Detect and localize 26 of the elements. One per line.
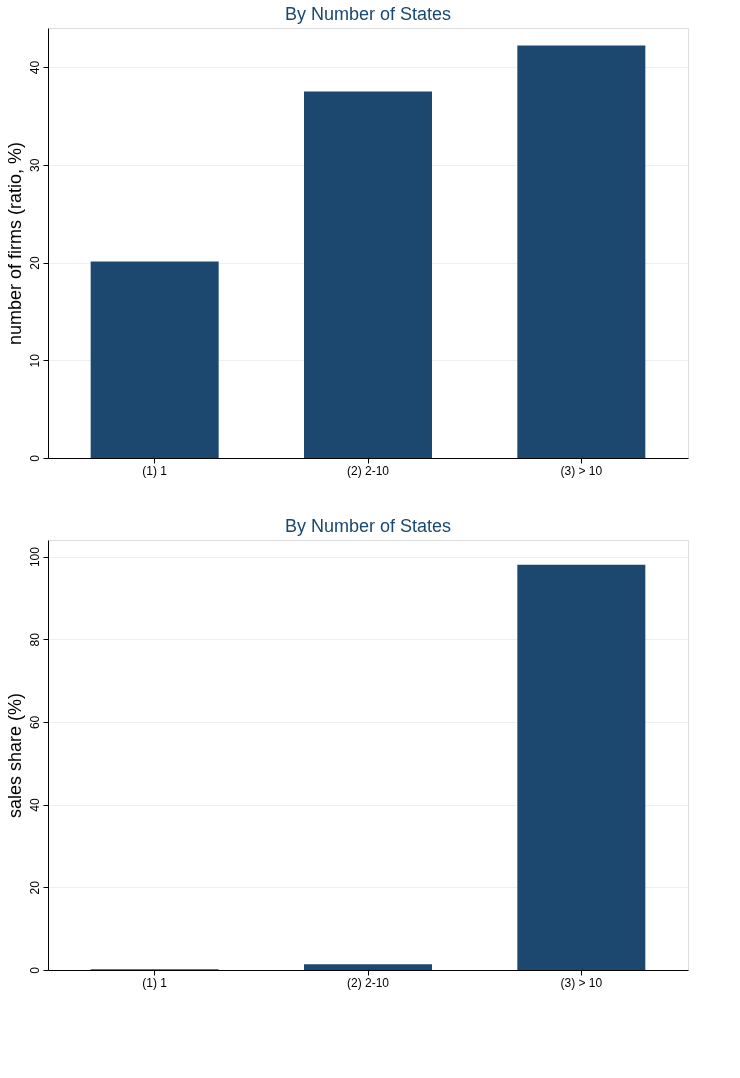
chart-title: By Number of States <box>284 4 452 24</box>
y-tick-label: 10 <box>27 353 42 368</box>
y-tick-label: 0 <box>27 966 42 974</box>
x-tick-label: (1) 1 <box>142 975 168 990</box>
y-tick-label: 60 <box>27 715 42 730</box>
y-axis-title: sales share (%) <box>4 692 25 819</box>
x-tick-label: (2) 2-10 <box>346 463 390 478</box>
bar <box>517 564 646 970</box>
y-tick-label: 30 <box>27 158 42 172</box>
bar <box>517 45 646 458</box>
y-tick-label: 80 <box>27 632 42 647</box>
x-tick-label: (2) 2-10 <box>346 975 390 990</box>
y-tick-label: 20 <box>27 256 42 270</box>
y-axis-title: number of firms (ratio, %) <box>4 141 25 346</box>
x-tick-label: (3) > 10 <box>560 463 603 478</box>
y-tick-label: 0 <box>27 454 42 462</box>
y-tick-label: 100 <box>27 546 42 568</box>
bar <box>304 964 432 970</box>
bar <box>304 91 432 458</box>
y-tick-label: 40 <box>27 798 42 812</box>
chart-title: By Number of States <box>284 516 452 536</box>
bar <box>90 261 219 458</box>
y-tick-label: 20 <box>27 880 42 895</box>
x-tick-label: (3) > 10 <box>560 975 603 990</box>
x-tick-label: (1) 1 <box>142 463 168 478</box>
y-tick-label: 40 <box>27 60 42 75</box>
